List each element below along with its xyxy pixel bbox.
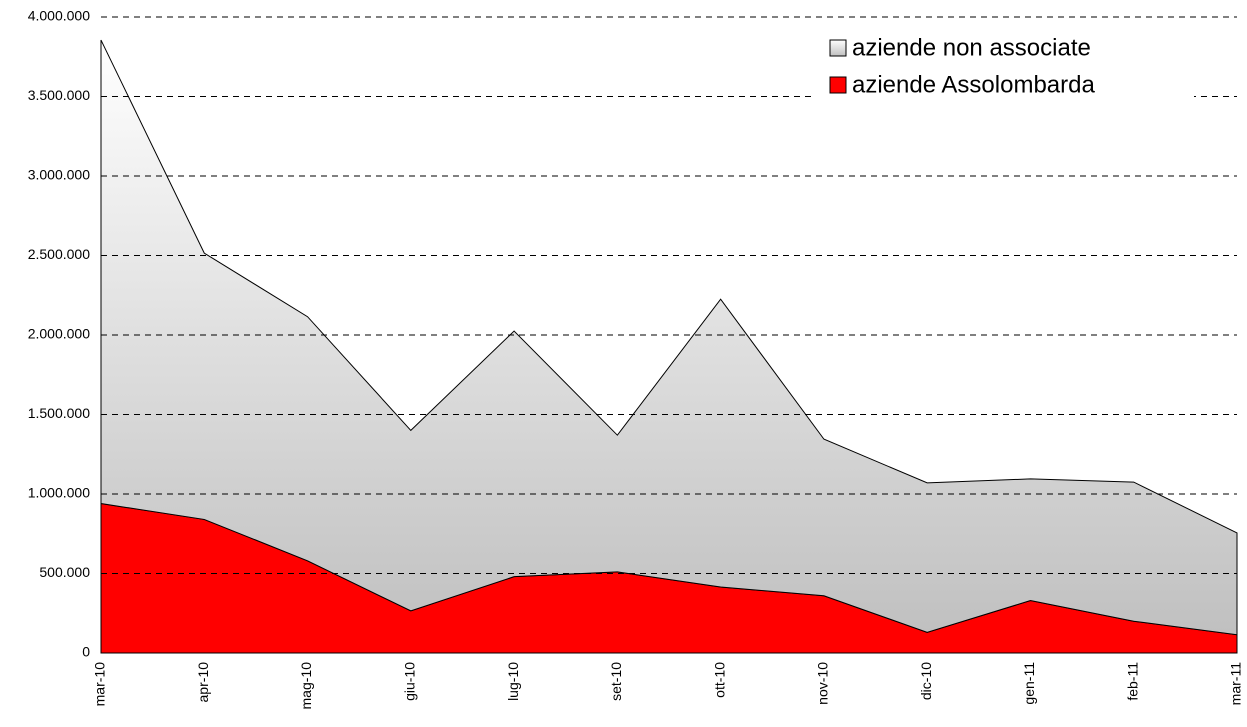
legend-label: aziende Assolombarda (852, 71, 1095, 98)
area (100, 39, 1238, 636)
y-tick-label: 1.500.000 (28, 405, 90, 421)
x-tick-label: nov-10 (815, 662, 831, 705)
y-tick-label: 500.000 (39, 564, 90, 580)
legend-label: aziende non associate (852, 34, 1091, 61)
x-tick-label: gen-11 (1021, 662, 1037, 705)
x-tick-label: mag-10 (298, 662, 314, 710)
x-tick-label: apr-10 (195, 662, 211, 703)
legend-box (812, 26, 1194, 106)
x-tick-label: mar-10 (92, 662, 108, 707)
x-tick-label: lug-10 (505, 662, 521, 701)
legend-swatch (829, 39, 847, 57)
x-tick-label: ott-10 (711, 662, 727, 698)
y-tick-label: 1.000.000 (28, 485, 90, 501)
x-tick-label: set-10 (608, 662, 624, 701)
y-tick-label: 0 (82, 644, 90, 660)
y-tick-label: 4.000.000 (28, 8, 90, 24)
y-tick-label: 3.000.000 (28, 167, 90, 183)
legend-swatch (829, 76, 847, 94)
x-tick-label: giu-10 (402, 662, 418, 701)
y-tick-label: 2.000.000 (28, 326, 90, 342)
y-tick-label: 2.500.000 (28, 246, 90, 262)
x-tick-label: feb-11 (1124, 662, 1140, 701)
x-tick-label: mar-11 (1228, 662, 1244, 706)
x-tick-label: dic-10 (918, 662, 934, 700)
y-tick-label: 3.500.000 (28, 87, 90, 103)
